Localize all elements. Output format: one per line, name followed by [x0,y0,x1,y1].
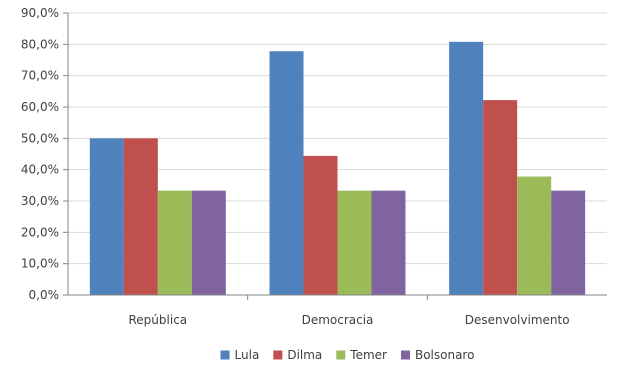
y-tick-label: 90,0% [21,6,59,20]
legend-swatch-bolsonaro [400,350,410,360]
legend-label-temer: Temer [349,348,387,362]
legend-label-lula: Lula [235,348,260,362]
y-tick-label: 80,0% [21,37,59,51]
y-tick-label: 0,0% [29,288,60,302]
legend-swatch-dilma [273,350,283,360]
x-category-labels: República Democracia Desenvolvimento [129,313,570,327]
y-tick-label: 20,0% [21,225,59,239]
bar-lula-2 [449,41,484,296]
legend-label-dilma: Dilma [287,348,322,362]
y-tick-label: 10,0% [21,257,59,271]
bar-bolsonaro-2 [551,190,586,295]
legend: Lula Dilma Temer Bolsonaro [220,348,474,362]
legend-swatch-temer [336,350,346,360]
y-tick-label: 30,0% [21,194,59,208]
y-tick-label: 40,0% [21,163,59,177]
legend-swatch-lula [220,350,230,360]
y-tick-label: 60,0% [21,100,59,114]
y-tick-label: 50,0% [21,131,59,145]
bar-lula-1 [269,51,304,295]
category-label: Desenvolvimento [465,313,570,327]
bar-dilma-1 [303,155,338,295]
bar-lula-0 [89,138,124,295]
bar-dilma-0 [123,138,158,295]
bar-temer-0 [157,190,192,295]
bar-bolsonaro-1 [371,190,406,295]
bar-dilma-2 [483,100,518,296]
y-tick-labels: 0,0% 10,0% 20,0% 30,0% 40,0% 50,0% 60,0% 70,0% 8… [21,6,59,302]
bars [89,41,586,296]
axes [63,12,607,300]
bar-temer-2 [517,176,552,295]
bar-temer-1 [337,190,372,295]
category-label: República [129,313,188,327]
category-label: Democracia [302,313,374,327]
legend-label-bolsonaro: Bolsonaro [415,348,474,362]
y-tick-label: 70,0% [21,69,59,83]
bar-bolsonaro-0 [191,190,226,295]
